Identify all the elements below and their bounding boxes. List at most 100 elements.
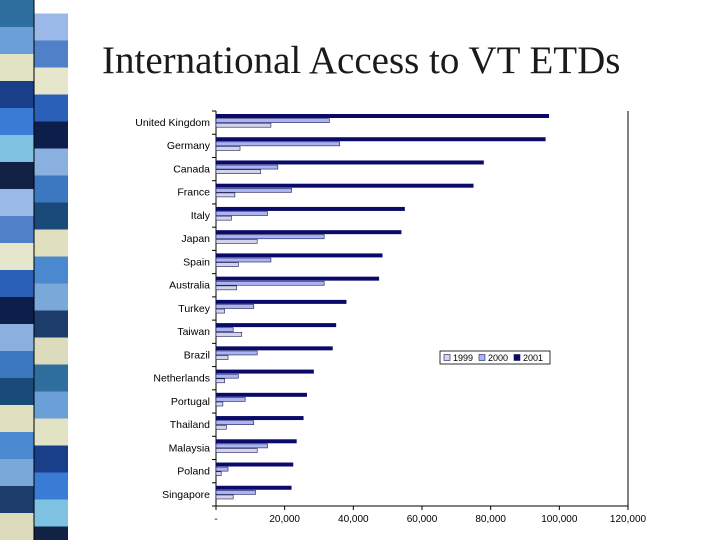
- bar-1999-australia: [215, 285, 237, 291]
- y-tick-label: Germany: [167, 140, 211, 152]
- strip-block: [34, 94, 68, 122]
- y-tick-label: Japan: [181, 233, 210, 245]
- bar-1999-japan: [215, 239, 258, 244]
- strip-block: [34, 418, 68, 446]
- bar-2000-spain: [215, 257, 272, 263]
- strip-block: [34, 148, 68, 176]
- bar-1999-brazil: [215, 355, 229, 360]
- bar-2001-brazil: [216, 346, 333, 351]
- bar-1999-netherlands: [215, 378, 225, 384]
- strip-block: [0, 324, 34, 352]
- bar-1999-france: [215, 192, 236, 198]
- bar-1999-portugal: [215, 401, 224, 407]
- strip-block: [0, 162, 34, 190]
- legend-label-2001: 2001: [523, 353, 543, 363]
- strip-block: [0, 135, 34, 163]
- strip-block: [34, 283, 68, 311]
- y-tick-label: Taiwan: [177, 326, 210, 338]
- strip-block: [34, 67, 68, 95]
- y-tick-label: Italy: [191, 210, 211, 222]
- x-tick-label: 40,000: [338, 514, 369, 525]
- bar-1999-poland: [215, 471, 222, 477]
- bar-2000-australia: [215, 280, 325, 286]
- strip-block: [0, 81, 34, 109]
- legend-swatch-2001: [513, 354, 521, 361]
- x-tick-label: 20,000: [269, 514, 300, 525]
- bar-2000-japan: [215, 234, 325, 240]
- bar-2001-italy: [216, 206, 405, 211]
- bar-2001-spain: [216, 253, 383, 258]
- bar-1999-taiwan: [215, 332, 243, 337]
- strip-block: [0, 243, 34, 271]
- strip-block: [34, 499, 68, 527]
- bar-2000-thailand: [215, 420, 255, 425]
- strip-block: [0, 189, 34, 217]
- legend-swatch-1999: [443, 354, 451, 361]
- strip-block: [34, 121, 68, 149]
- bar-2000-netherlands: [215, 373, 239, 379]
- strip-block: [34, 445, 68, 473]
- strip-block: [0, 297, 34, 325]
- bar-2000-canada: [215, 164, 279, 170]
- bar-2001-france: [216, 183, 474, 188]
- strip-block: [0, 270, 34, 298]
- strip-block: [0, 378, 34, 406]
- strip-block: [0, 405, 34, 433]
- strip-block: [0, 432, 34, 460]
- strip-block: [34, 202, 68, 230]
- bar-2000-united-kingdom: [215, 118, 330, 123]
- strip-block: [0, 108, 34, 136]
- bar-2000-turkey: [215, 304, 255, 309]
- x-tick-label: 80,000: [475, 514, 506, 525]
- y-tick-label: France: [177, 187, 210, 199]
- strip-block: [34, 391, 68, 419]
- strip-block: [0, 54, 34, 82]
- bar-2001-australia: [216, 276, 380, 281]
- slide-title: International Access to VT ETDs: [102, 39, 621, 82]
- bar-2000-singapore: [215, 490, 256, 495]
- bar-2001-germany: [216, 137, 546, 142]
- bar-2001-poland: [216, 462, 294, 467]
- y-tick-label: Canada: [173, 163, 210, 175]
- strip-block: [0, 0, 34, 28]
- bar-2001-canada: [216, 160, 484, 165]
- bar-1999-malaysia: [215, 448, 258, 453]
- bar-1999-thailand: [215, 424, 227, 430]
- legend-swatch-2000: [478, 354, 486, 361]
- bar-2000-italy: [215, 211, 268, 216]
- strip-block: [34, 229, 68, 257]
- legend-box: [439, 350, 551, 365]
- bar-2000-poland: [215, 466, 229, 472]
- strip-block: [0, 513, 34, 540]
- strip-block: [0, 216, 34, 244]
- bar-2001-turkey: [216, 299, 347, 304]
- bar-2001-singapore: [216, 485, 292, 490]
- bar-2001-thailand: [216, 416, 304, 421]
- bar-2000-portugal: [215, 397, 246, 402]
- strip-block: [34, 40, 68, 68]
- y-tick-label: Thailand: [170, 419, 210, 431]
- bar-2001-portugal: [216, 392, 307, 397]
- bar-2000-brazil: [215, 350, 258, 356]
- strip-block: [34, 526, 68, 540]
- strip-block: [34, 310, 68, 338]
- y-tick-label: Australia: [169, 280, 210, 292]
- bar-2000-france: [215, 188, 292, 193]
- strip-block: [34, 13, 68, 41]
- strip-block: [34, 337, 68, 365]
- bar-1999-turkey: [215, 308, 225, 314]
- strip-block: [0, 459, 34, 487]
- x-tick-label: 120,000: [610, 514, 647, 525]
- bar-2001-united-kingdom: [216, 114, 550, 118]
- y-tick-label: Portugal: [171, 396, 210, 408]
- y-tick-label: United Kingdom: [135, 117, 210, 129]
- y-tick-label: Spain: [183, 256, 210, 268]
- strip-block: [0, 351, 34, 379]
- bar-1999-italy: [215, 215, 232, 221]
- legend-label-2000: 2000: [488, 353, 508, 363]
- bar-2000-taiwan: [215, 327, 234, 333]
- y-tick-label: Netherlands: [153, 373, 210, 385]
- bar-1999-singapore: [215, 494, 234, 500]
- legend-label-1999: 1999: [453, 353, 473, 363]
